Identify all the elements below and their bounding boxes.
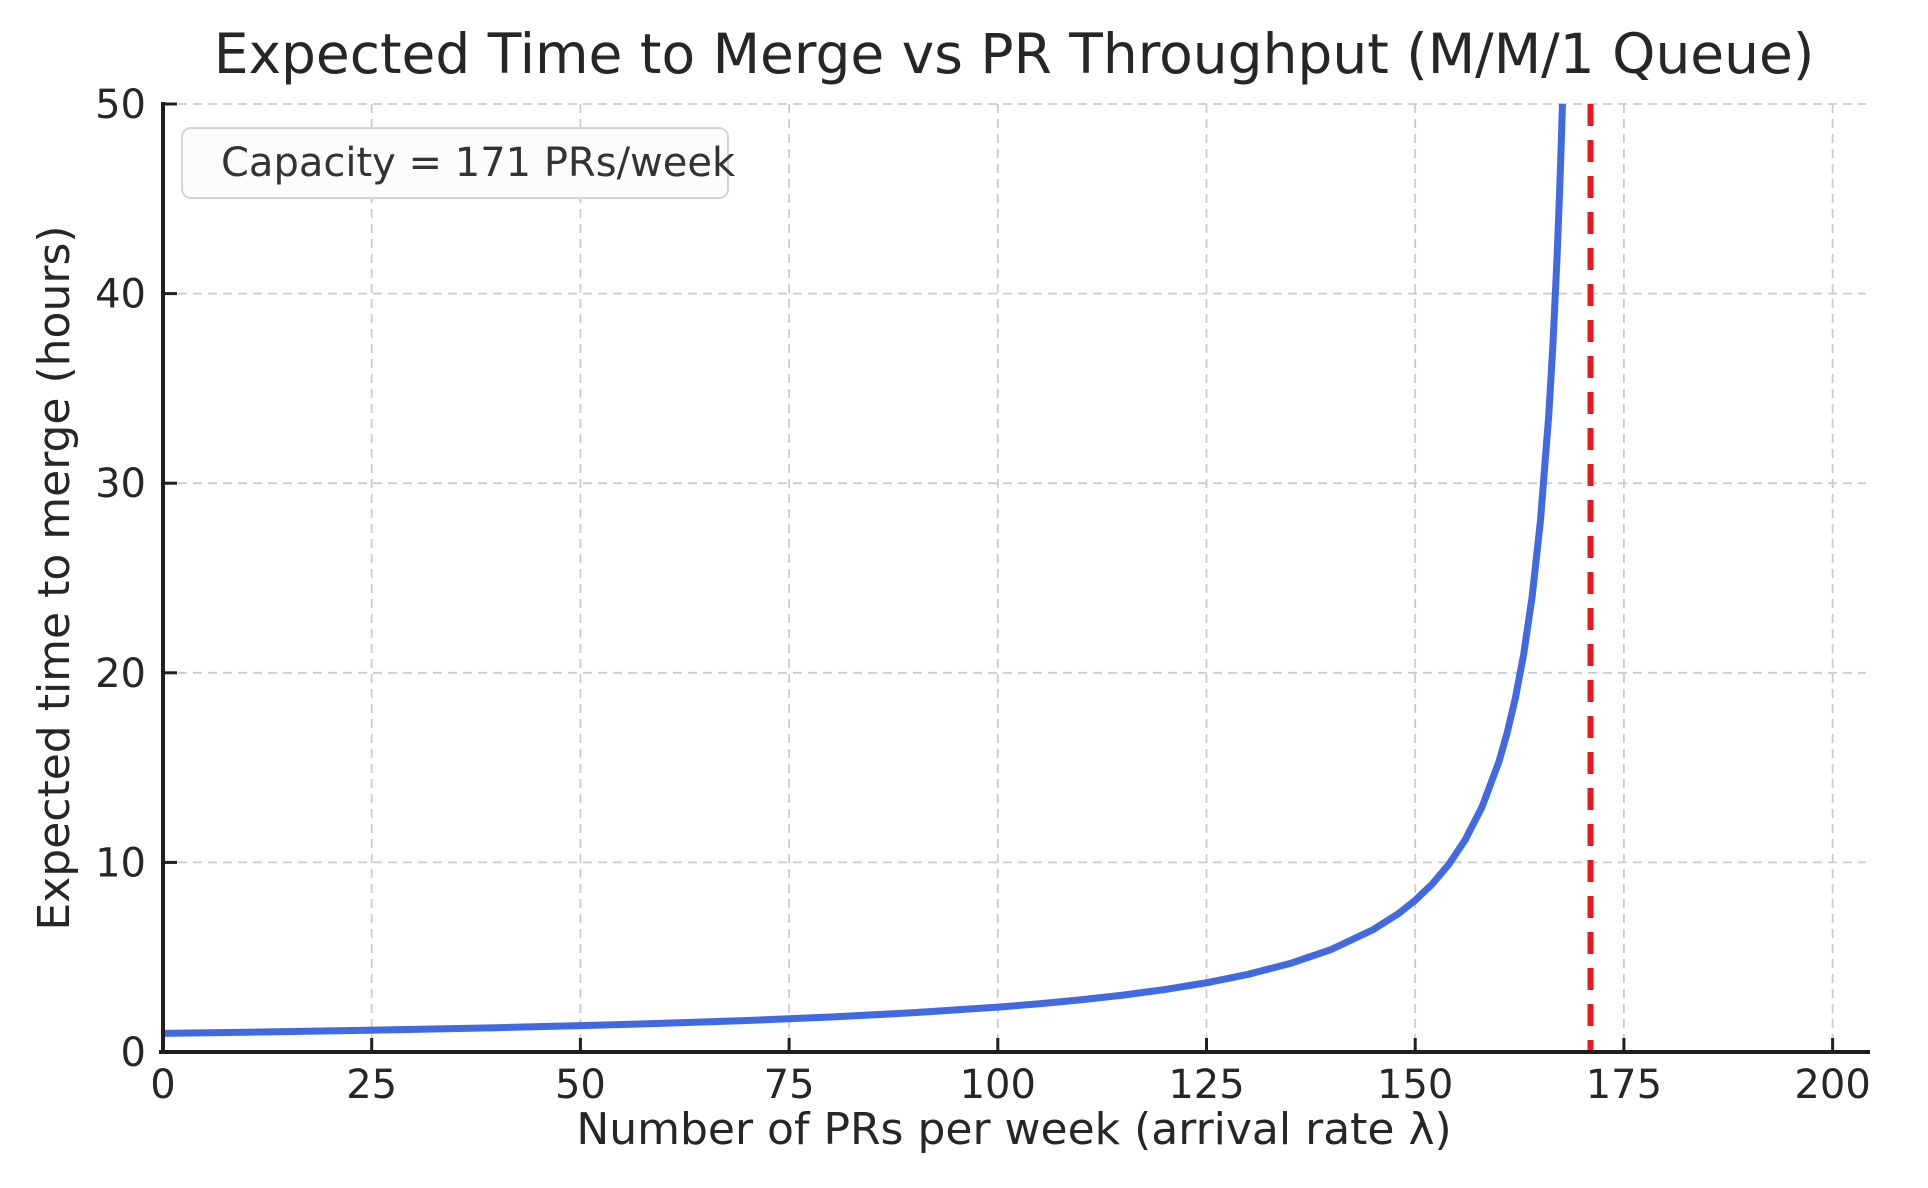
chart-title: Expected Time to Merge vs PR Throughput … bbox=[213, 22, 1815, 86]
x-tick-label: 0 bbox=[150, 1062, 175, 1108]
x-tick-label: 25 bbox=[346, 1062, 397, 1108]
x-tick-label: 175 bbox=[1586, 1062, 1662, 1108]
x-tick-label: 125 bbox=[1168, 1062, 1244, 1108]
x-tick-label: 100 bbox=[960, 1062, 1036, 1108]
y-tick-label: 30 bbox=[95, 461, 146, 507]
x-tick-label: 50 bbox=[555, 1062, 606, 1108]
x-axis-label: Number of PRs per week (arrival rate λ) bbox=[576, 1104, 1452, 1155]
x-tick-label: 75 bbox=[764, 1062, 815, 1108]
merge-time-curve bbox=[162, 103, 1566, 1037]
y-tick-label: 10 bbox=[95, 840, 146, 886]
legend-box: Capacity = 171 PRs/week bbox=[181, 127, 735, 199]
legend-label: Capacity = 171 PRs/week bbox=[221, 140, 736, 186]
y-tick-label: 20 bbox=[95, 651, 146, 697]
y-axis-label: Expected time to merge (hours) bbox=[29, 225, 80, 931]
y-tick-label: 0 bbox=[121, 1030, 146, 1076]
x-tick-label: 200 bbox=[1794, 1062, 1870, 1108]
y-tick-label: 50 bbox=[95, 82, 146, 128]
y-tick-label: 40 bbox=[95, 272, 146, 318]
x-tick-label: 150 bbox=[1377, 1062, 1453, 1108]
